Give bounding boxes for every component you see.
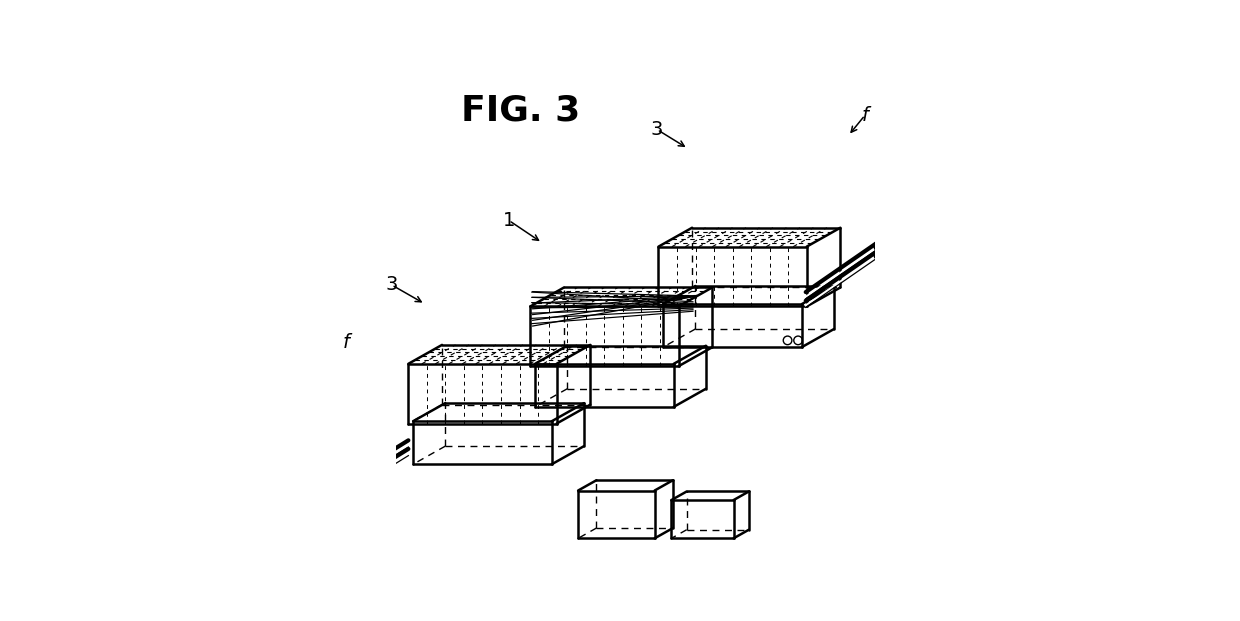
Polygon shape [536,346,706,364]
Polygon shape [552,403,584,465]
Polygon shape [658,228,841,247]
Polygon shape [531,288,712,306]
Polygon shape [578,491,655,538]
Polygon shape [678,288,712,366]
Polygon shape [536,364,673,407]
Text: 3: 3 [386,276,398,294]
Polygon shape [531,306,678,366]
Polygon shape [578,480,673,491]
Text: 3: 3 [651,120,663,139]
Polygon shape [663,304,802,347]
Polygon shape [673,346,706,407]
Text: f: f [342,333,350,351]
Polygon shape [413,421,552,465]
Polygon shape [408,345,590,364]
Polygon shape [655,480,673,538]
Text: 1: 1 [502,211,515,230]
Polygon shape [413,403,584,421]
Polygon shape [658,247,807,306]
Polygon shape [802,286,835,347]
Polygon shape [408,364,557,424]
Polygon shape [663,286,835,304]
Polygon shape [557,345,590,424]
Text: f: f [862,106,868,125]
Polygon shape [671,491,749,500]
Polygon shape [807,228,841,306]
Polygon shape [734,491,749,538]
Text: FIG. 3: FIG. 3 [461,94,580,128]
Polygon shape [671,500,734,538]
